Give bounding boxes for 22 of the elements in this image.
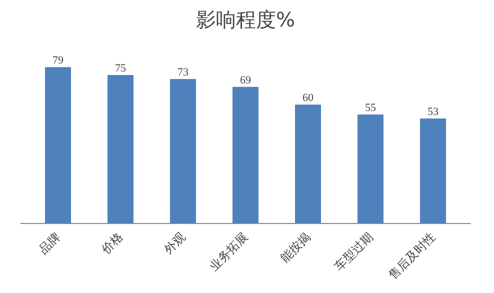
data-label: 60 <box>302 92 314 104</box>
x-tick-label: 车型过期 <box>332 230 376 274</box>
bar <box>45 67 71 224</box>
data-label: 75 <box>115 62 126 75</box>
data-label: 69 <box>240 74 252 86</box>
bar <box>232 86 258 224</box>
bar <box>170 79 196 224</box>
data-label: 73 <box>178 66 189 78</box>
data-label: 53 <box>428 106 439 118</box>
x-tick-label: 价格 <box>98 230 126 258</box>
chart-title: 影响程度% <box>196 8 296 32</box>
bar <box>420 118 446 224</box>
bar <box>108 75 134 224</box>
x-tick-label: 能按揭 <box>278 230 313 265</box>
x-tick-label: 售后及时性 <box>386 230 438 282</box>
data-label: 79 <box>52 54 64 67</box>
x-tick-label: 外观 <box>161 230 188 256</box>
data-label: 55 <box>365 102 376 114</box>
x-tick-label: 业务拓展 <box>206 230 250 274</box>
x-tick-label: 品牌 <box>36 230 63 256</box>
bar <box>295 104 321 224</box>
bar <box>358 114 384 224</box>
